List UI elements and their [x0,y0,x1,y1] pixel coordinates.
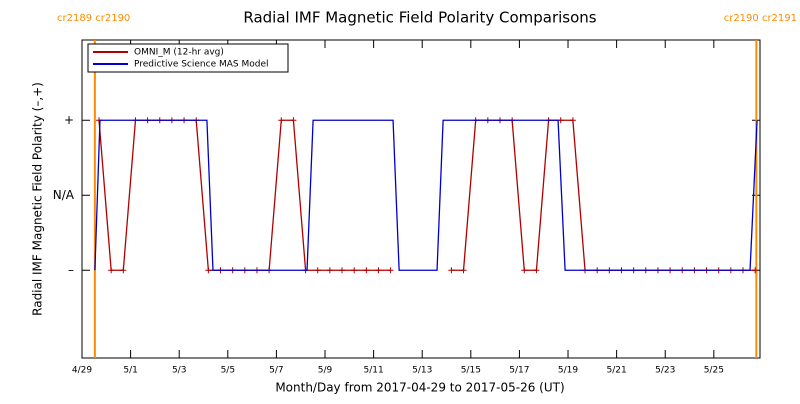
point-marker [521,267,528,274]
point-marker [363,267,370,274]
series-line [94,119,758,271]
plot-frame [81,39,761,359]
x-tick-label: 5/21 [607,366,627,376]
point-marker [120,267,127,274]
point-marker [108,267,115,274]
legend-label: Predictive Science MAS Model [134,60,269,70]
x-tick-label: 5/23 [655,366,675,376]
point-marker [387,267,394,274]
x-tick-label: 4/29 [72,366,92,376]
rotation-label: cr2190 cr2191 [724,13,797,24]
chart-title: Radial IMF Magnetic Field Polarity Compa… [243,9,596,27]
point-marker [351,267,358,274]
x-tick-label: 5/19 [558,366,578,376]
y-tick-label: N/A [53,188,75,202]
x-tick-label: 5/15 [461,366,481,376]
x-tick-label: 5/1 [123,366,137,376]
y-tick-label: + [64,113,74,127]
point-marker [278,117,285,124]
x-tick-label: 5/5 [221,366,235,376]
x-tick-label: 5/11 [364,366,384,376]
x-tick-label: 5/25 [704,366,724,376]
point-marker [375,267,382,274]
point-marker [448,267,455,274]
point-marker [205,267,212,274]
point-marker [569,117,576,124]
y-axis-label: Radial IMF Magnetic Field Polarity (–,+) [31,82,45,316]
point-marker [533,267,540,274]
point-marker [290,117,297,124]
x-tick-label: 5/13 [412,366,432,376]
point-marker [557,117,564,124]
point-marker [460,267,467,274]
x-tick-label: 5/17 [509,366,529,376]
rotation-label: cr2189 cr2190 [57,13,130,24]
legend-box [87,43,289,73]
legend-label: OMNI_M (12-hr avg) [134,48,224,58]
x-axis-label: Month/Day from 2017-04-29 to 2017-05-26 … [275,381,564,395]
y-tick-label: – [68,263,74,277]
x-tick-label: 5/9 [318,366,333,376]
point-marker [752,267,759,274]
x-tick-label: 5/3 [172,366,186,376]
x-tick-label: 5/7 [269,366,283,376]
point-marker [326,267,333,274]
point-marker [339,267,346,274]
point-marker [314,267,321,274]
